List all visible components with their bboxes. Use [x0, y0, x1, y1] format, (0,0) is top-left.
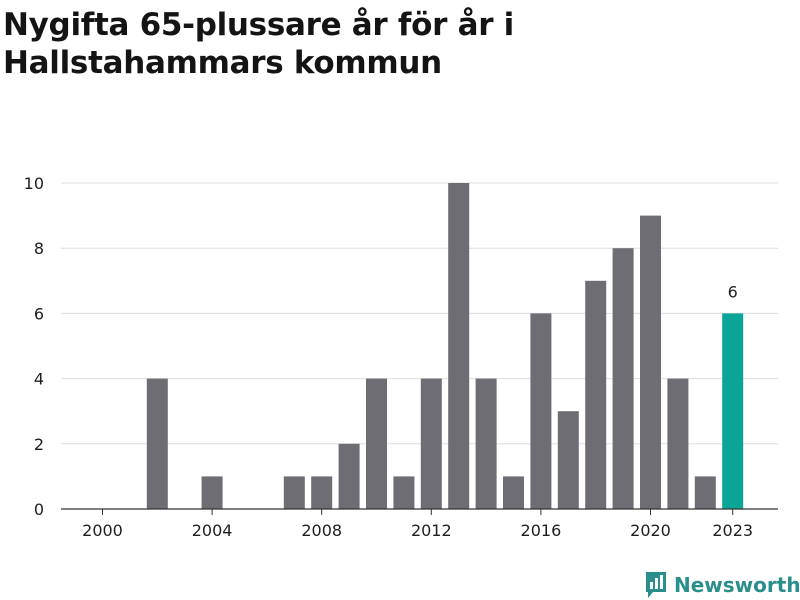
- x-axis-ticks: 2000 2004 2008 2012 2016 2020 2023: [82, 509, 753, 540]
- y-tick-label: 4: [34, 370, 44, 389]
- bar-2019: [612, 248, 634, 509]
- bar-2017: [557, 411, 579, 509]
- data-labels: 6: [728, 282, 738, 301]
- bar-2004: [201, 476, 223, 509]
- bar-2010: [366, 378, 387, 509]
- bar-2018: [585, 280, 607, 509]
- brand-logo: Newsworthy: [644, 570, 800, 600]
- bar-2012: [420, 378, 442, 509]
- bar-2016: [530, 313, 552, 509]
- bar-2020: [640, 215, 661, 509]
- y-tick-label: 8: [34, 239, 44, 258]
- y-tick-label: 2: [34, 435, 44, 454]
- y-tick-label: 0: [34, 500, 44, 519]
- x-tick-label: 2020: [630, 521, 671, 540]
- bar-2013: [448, 183, 470, 509]
- brand-name: Newsworthy: [674, 573, 800, 597]
- newsworthy-logo-icon: [646, 572, 666, 598]
- x-tick-label: 2004: [192, 521, 233, 540]
- bar-2023: [722, 313, 744, 509]
- chart-title: Nygifta 65-plussare år för år i Hallstah…: [3, 7, 514, 81]
- x-tick-label: 2016: [521, 521, 562, 540]
- bar-2011: [393, 476, 415, 509]
- bar-2009: [338, 443, 360, 509]
- y-tick-label: 10: [24, 174, 44, 193]
- data-label-2023: 6: [728, 282, 738, 301]
- x-tick-label: 2012: [411, 521, 452, 540]
- x-tick-label: 2000: [82, 521, 123, 540]
- bar-2022: [694, 476, 716, 509]
- bar-2014: [475, 378, 497, 509]
- bar-2007: [283, 476, 305, 509]
- x-tick-label: 2023: [712, 521, 753, 540]
- bar-2002: [146, 378, 168, 509]
- y-axis-ticks: 0 2 4 6 8 10: [24, 174, 44, 519]
- bars: [146, 183, 744, 509]
- y-tick-label: 6: [34, 304, 44, 323]
- bar-2021: [667, 378, 689, 509]
- bar-2015: [503, 476, 524, 509]
- bar-2008: [311, 476, 333, 509]
- x-tick-label: 2008: [301, 521, 342, 540]
